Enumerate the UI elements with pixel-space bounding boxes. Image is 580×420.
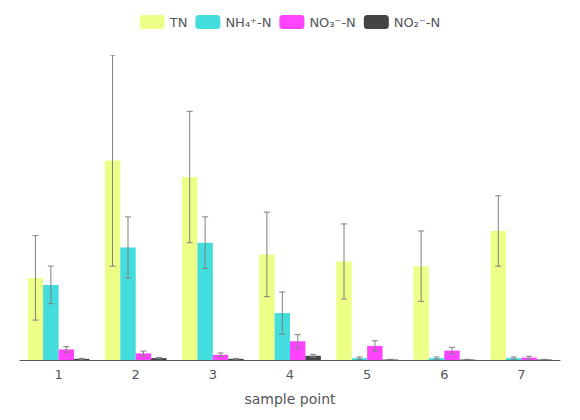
svg-text:5: 5 — [363, 367, 371, 382]
svg-text:NO₂⁻-N: NO₂⁻-N — [394, 15, 440, 30]
svg-text:sample point: sample point — [244, 391, 336, 407]
svg-text:1: 1 — [54, 367, 62, 382]
svg-text:TN: TN — [169, 15, 188, 30]
svg-text:7: 7 — [517, 367, 525, 382]
svg-text:2: 2 — [132, 367, 140, 382]
svg-text:4: 4 — [286, 367, 294, 382]
svg-text:3: 3 — [209, 367, 217, 382]
svg-text:NO₃⁻-N: NO₃⁻-N — [309, 15, 355, 30]
svg-text:NH₄⁺-N: NH₄⁺-N — [225, 15, 271, 30]
svg-text:6: 6 — [440, 367, 448, 382]
